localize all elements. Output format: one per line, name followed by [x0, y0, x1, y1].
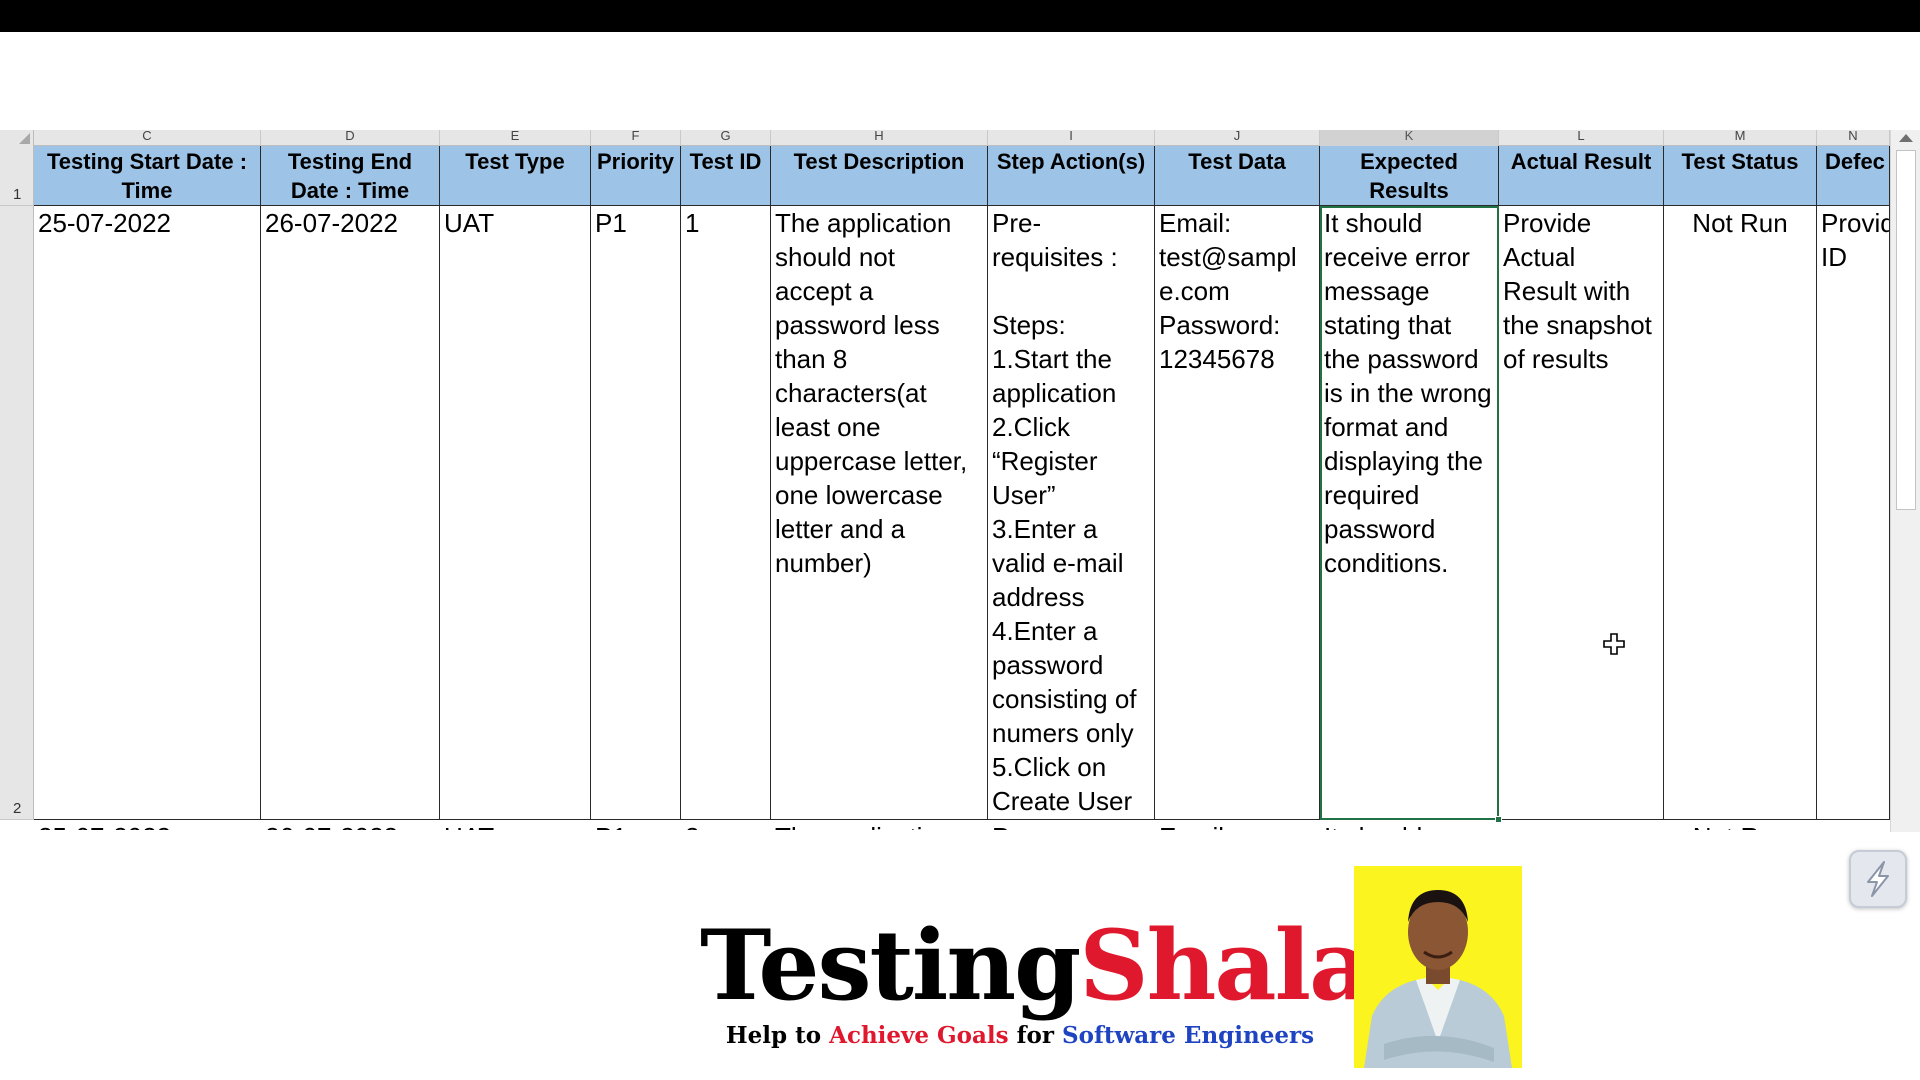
column-letter-c[interactable]: C: [34, 130, 261, 146]
selection-fill-handle[interactable]: [1495, 816, 1502, 823]
column-letter-d[interactable]: D: [261, 130, 440, 146]
data-cell-c3-partial[interactable]: 25-07-2022: [38, 820, 257, 830]
logo-tagline: Help to Achieve Goals for Software Engin…: [725, 1022, 1315, 1049]
data-cell-g2[interactable]: 1: [681, 206, 771, 820]
data-cell-k3-partial[interactable]: It should: [1324, 820, 1495, 830]
data-cell-n2[interactable]: Provid ID: [1817, 206, 1890, 820]
row-header-1[interactable]: 1: [0, 146, 34, 206]
spreadsheet-grid[interactable]: 1 2 C Testing Start Date : Time 25-07-2022…: [0, 130, 1920, 832]
data-cell-f2[interactable]: P1: [591, 206, 681, 820]
data-cell-k2[interactable]: It should receive error message stating …: [1320, 206, 1499, 820]
header-cell-i[interactable]: Step Action(s): [988, 146, 1155, 206]
header-cell-n[interactable]: Defec: [1817, 146, 1890, 206]
header-cell-j[interactable]: Test Data: [1155, 146, 1320, 206]
data-cell-l2[interactable]: Provide Actual Result with the snapshot …: [1499, 206, 1664, 820]
header-cell-l[interactable]: Actual Result: [1499, 146, 1664, 206]
header-cell-f[interactable]: Priority: [591, 146, 681, 206]
column-letter-l[interactable]: L: [1499, 130, 1664, 146]
column-letter-f[interactable]: F: [591, 130, 681, 146]
row-header-2[interactable]: 2: [0, 206, 34, 820]
testingshala-logo: TestingShala Help to Achieve Goals for S…: [700, 909, 1371, 1050]
data-cell-m3-partial[interactable]: Not Run: [1668, 820, 1813, 830]
header-cell-e[interactable]: Test Type: [440, 146, 591, 206]
header-cell-m[interactable]: Test Status: [1664, 146, 1817, 206]
select-all-corner[interactable]: [0, 130, 34, 146]
presenter-photo: [1354, 866, 1522, 1068]
select-all-triangle-icon: [19, 133, 30, 144]
column-letter-m[interactable]: M: [1664, 130, 1817, 146]
presenter-portrait-image: [1354, 866, 1522, 1068]
data-cell-i3-partial[interactable]: Pre-: [992, 820, 1151, 830]
column-letter-j[interactable]: J: [1155, 130, 1320, 146]
lightning-bolt-icon: [1867, 861, 1889, 897]
data-cell-j3-partial[interactable]: Email:: [1159, 820, 1316, 830]
header-cell-c[interactable]: Testing Start Date : Time: [34, 146, 261, 206]
header-cell-h[interactable]: Test Description: [771, 146, 988, 206]
column-letter-k[interactable]: K: [1320, 130, 1499, 146]
data-cell-i2[interactable]: Pre- requisites : Steps: 1.Start the app…: [988, 206, 1155, 820]
scroll-up-arrow-icon[interactable]: [1899, 134, 1913, 142]
video-top-bar: [0, 0, 1920, 32]
data-cell-e3-partial[interactable]: UAT: [444, 820, 587, 830]
data-cell-g3-partial[interactable]: 2: [685, 820, 767, 830]
cross-cursor-icon: [1603, 633, 1625, 655]
data-cell-d3-partial[interactable]: 26-07-2022: [265, 820, 436, 830]
data-cell-h3-partial[interactable]: The application: [775, 820, 984, 830]
data-cell-j2[interactable]: Email: test@sampl e.com Password: 123456…: [1155, 206, 1320, 820]
data-cell-m2[interactable]: Not Run: [1664, 206, 1817, 820]
column-letter-h[interactable]: H: [771, 130, 988, 146]
header-cell-k[interactable]: Expected Results: [1320, 146, 1499, 206]
scrollbar-thumb[interactable]: [1896, 150, 1916, 510]
data-cell-c2[interactable]: 25-07-2022: [34, 206, 261, 820]
data-cell-f3-partial[interactable]: P1: [595, 820, 677, 830]
data-cell-e2[interactable]: UAT: [440, 206, 591, 820]
vertical-scrollbar[interactable]: [1890, 130, 1920, 832]
header-cell-d[interactable]: Testing End Date : Time: [261, 146, 440, 206]
data-cell-d2[interactable]: 26-07-2022: [261, 206, 440, 820]
column-letter-i[interactable]: I: [988, 130, 1155, 146]
column-letter-e[interactable]: E: [440, 130, 591, 146]
floating-action-button[interactable]: [1849, 850, 1907, 908]
column-letter-n[interactable]: N: [1817, 130, 1890, 146]
logo-title: TestingShala: [700, 909, 1371, 1022]
data-cell-h2[interactable]: The application should not accept a pass…: [771, 206, 988, 820]
column-letter-g[interactable]: G: [681, 130, 771, 146]
header-cell-g[interactable]: Test ID: [681, 146, 771, 206]
